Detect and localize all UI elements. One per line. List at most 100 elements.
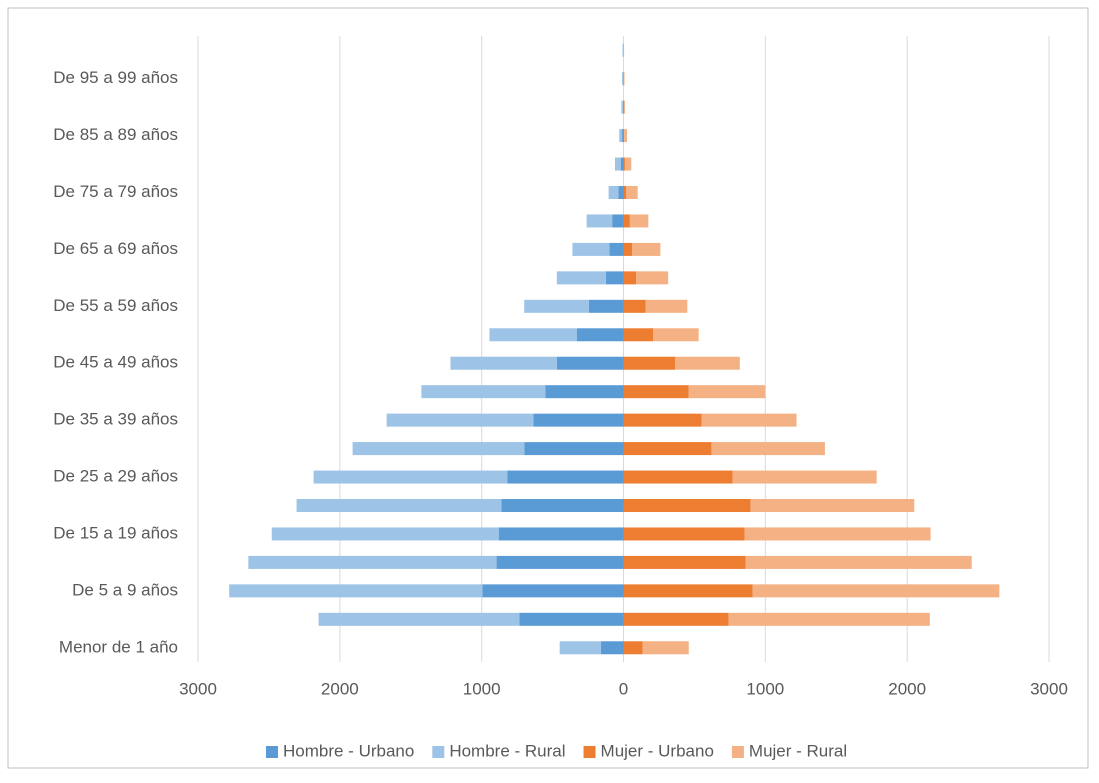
bar — [653, 328, 698, 341]
bar — [624, 442, 712, 455]
bar — [619, 129, 622, 142]
bar — [482, 584, 623, 597]
bar — [623, 101, 624, 114]
bar — [624, 328, 654, 341]
bar — [624, 214, 630, 227]
legend-label: Hombre - Urbano — [283, 741, 414, 760]
bar — [624, 414, 702, 427]
bar — [624, 129, 625, 142]
bar — [609, 186, 619, 199]
legend-swatch — [432, 746, 444, 758]
bar — [606, 271, 624, 284]
y-tick-label: De 65 a 69 años — [53, 239, 178, 258]
legend-label: Mujer - Urbano — [601, 741, 714, 760]
bar — [499, 527, 624, 540]
bar — [624, 243, 633, 256]
bar — [621, 158, 624, 171]
bar — [572, 243, 609, 256]
bar — [624, 499, 751, 512]
bar — [557, 271, 606, 284]
bar — [519, 613, 623, 626]
bar — [623, 44, 624, 57]
bar — [675, 357, 740, 370]
bar — [272, 527, 499, 540]
bar — [387, 414, 534, 427]
bar — [609, 243, 623, 256]
y-tick-label: De 95 a 99 años — [53, 68, 178, 87]
x-tick-label: 1000 — [463, 679, 501, 698]
bar — [750, 499, 914, 512]
bar — [621, 101, 622, 114]
y-tick-label: De 55 a 59 años — [53, 296, 178, 315]
bar — [612, 214, 623, 227]
x-tick-label: 2000 — [888, 679, 926, 698]
bar — [489, 328, 576, 341]
bar — [630, 214, 648, 227]
bar — [507, 471, 623, 484]
bar — [622, 72, 623, 85]
legend-swatch — [732, 746, 744, 758]
bar — [624, 556, 746, 569]
bar — [619, 186, 624, 199]
bar — [733, 471, 877, 484]
y-tick-label: De 35 a 39 años — [53, 410, 178, 429]
bar — [297, 499, 502, 512]
y-tick-label: De 5 a 9 años — [72, 580, 178, 599]
bar — [319, 613, 520, 626]
bar — [624, 101, 625, 114]
legend-swatch — [584, 746, 596, 758]
legend-label: Hombre - Rural — [449, 741, 565, 760]
bar — [353, 442, 525, 455]
bar — [589, 300, 624, 313]
bar — [624, 471, 733, 484]
bar — [229, 584, 482, 597]
bar — [636, 271, 668, 284]
bar — [624, 357, 676, 370]
bar — [624, 584, 753, 597]
bar — [622, 129, 623, 142]
bar — [745, 556, 971, 569]
bar — [753, 584, 1000, 597]
bar — [502, 499, 624, 512]
bar — [645, 300, 687, 313]
legend-swatch — [266, 746, 278, 758]
bar — [524, 300, 589, 313]
bar — [624, 613, 729, 626]
legend-label: Mujer - Rural — [749, 741, 847, 760]
bar — [577, 328, 624, 341]
y-tick-label: De 75 a 79 años — [53, 182, 178, 201]
x-tick-label: 2000 — [321, 679, 359, 698]
bar — [745, 527, 931, 540]
bar — [560, 641, 601, 654]
bar — [702, 414, 797, 427]
bar — [601, 641, 624, 654]
bar — [624, 641, 643, 654]
y-tick-label: De 25 a 29 años — [53, 467, 178, 486]
bar — [624, 158, 625, 171]
bar — [587, 214, 613, 227]
x-tick-label: 3000 — [179, 679, 217, 698]
bar — [643, 641, 689, 654]
bar — [624, 186, 627, 199]
bar — [421, 385, 545, 398]
y-tick-label: De 85 a 89 años — [53, 125, 178, 144]
bar — [624, 300, 646, 313]
bar — [248, 556, 496, 569]
y-tick-label: De 15 a 19 años — [53, 523, 178, 542]
bar — [314, 471, 508, 484]
y-tick-label: Menor de 1 año — [59, 637, 178, 656]
bar — [624, 527, 745, 540]
bar — [450, 357, 556, 370]
bar — [711, 442, 824, 455]
bar — [533, 414, 623, 427]
bar — [557, 357, 624, 370]
bar — [624, 271, 637, 284]
bar — [624, 72, 625, 85]
bar — [545, 385, 623, 398]
bar — [615, 158, 621, 171]
bar — [625, 158, 631, 171]
bar — [632, 243, 660, 256]
bar — [497, 556, 624, 569]
bar — [728, 613, 929, 626]
